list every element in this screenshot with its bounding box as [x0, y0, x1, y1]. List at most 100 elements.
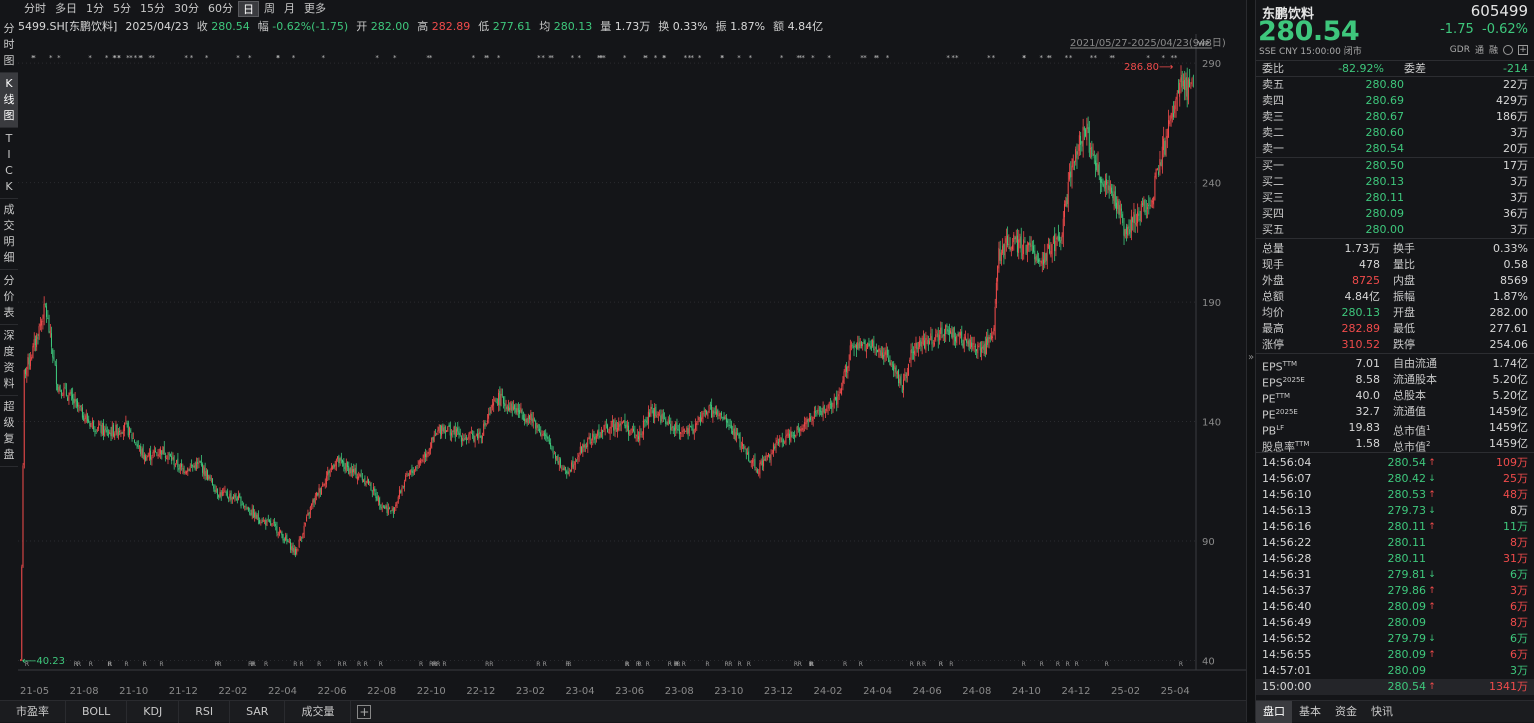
period-tab-0[interactable]: 分时 [24, 2, 46, 15]
view-tab-5[interactable]: 深度资料 [0, 325, 18, 396]
candle [732, 425, 734, 435]
candle-body [1068, 172, 1070, 180]
candle [317, 492, 319, 497]
period-tab-7[interactable]: 日 [238, 1, 259, 17]
collapse-arrow-icon[interactable]: » [1248, 352, 1255, 363]
candle [367, 478, 370, 486]
add-icon[interactable]: + [1518, 44, 1528, 55]
period-tab-3[interactable]: 5分 [113, 2, 131, 15]
add-indicator-button[interactable]: + [357, 704, 372, 719]
candle-body [678, 429, 680, 435]
candle-body [538, 428, 540, 433]
high-info: 高 282.89 [417, 18, 470, 34]
event-star-marker: * [236, 54, 240, 62]
event-r-marker: R [1179, 661, 1183, 668]
stat-label: 均价 [1262, 306, 1284, 319]
panel-tab-2[interactable]: 资金 [1335, 704, 1357, 718]
high-label: 高 [417, 20, 429, 33]
indicator-tab-4[interactable]: SAR [230, 700, 286, 723]
panel-tab-0[interactable]: 盘口 [1256, 700, 1292, 723]
tick-price: 279.86 [1387, 584, 1427, 597]
x-tick-label: 23-12 [764, 686, 793, 697]
candle-body [775, 442, 777, 448]
low-label: 低 [478, 20, 490, 33]
tick-price: 280.54 [1387, 456, 1427, 469]
candle [545, 429, 547, 441]
period-tab-8[interactable]: 周 [264, 2, 275, 15]
candle-body [106, 430, 108, 436]
candle-body [841, 388, 842, 395]
candle-body [727, 420, 728, 423]
period-tab-6[interactable]: 60分 [208, 2, 233, 15]
candle-body [1123, 225, 1125, 236]
candle [60, 389, 62, 399]
exchange-label: SSE [1259, 47, 1277, 57]
candle [628, 421, 630, 441]
panel-divider[interactable]: » [1246, 0, 1256, 722]
candle [101, 422, 103, 436]
indicator-tab-0[interactable]: 市盈率 [0, 700, 66, 723]
period-tab-10[interactable]: 更多 [304, 2, 326, 15]
candle [968, 338, 970, 352]
candle [577, 452, 579, 464]
candle-body [604, 424, 606, 430]
view-tab-4[interactable]: 分价表 [0, 270, 18, 325]
candle [262, 517, 264, 522]
candle [157, 449, 159, 459]
candle [609, 426, 611, 441]
candle-body [564, 467, 566, 471]
period-tab-9[interactable]: 月 [284, 2, 295, 15]
event-r-marker: R [25, 661, 29, 668]
candle-body [226, 491, 228, 497]
period-tab-1[interactable]: 多日 [55, 2, 77, 15]
panel-tab-3[interactable]: 快讯 [1371, 704, 1393, 718]
candle-body [1184, 79, 1185, 90]
candle [821, 407, 823, 417]
view-tab-3[interactable]: 成交明细 [0, 199, 18, 270]
candle-body [291, 546, 293, 551]
view-tab-0[interactable]: 分时图 [0, 18, 18, 73]
candle [505, 399, 507, 412]
candle [412, 467, 414, 476]
candle [725, 413, 727, 429]
candle-body [1014, 237, 1016, 240]
info-circle-icon[interactable] [1503, 44, 1513, 55]
panel-tab-1[interactable]: 基本 [1299, 704, 1321, 718]
candle [860, 341, 862, 349]
event-r-marker: R [747, 661, 751, 668]
candle [682, 425, 684, 437]
candle-body [245, 506, 247, 508]
candle-body [259, 520, 260, 524]
candle-body [457, 427, 459, 432]
candle [1044, 244, 1046, 269]
candle [204, 462, 206, 481]
candle [1005, 228, 1007, 252]
candle-body [384, 506, 385, 509]
candle-body [1122, 214, 1124, 224]
candle [74, 391, 76, 408]
gdr-badge[interactable]: GDR [1449, 44, 1470, 55]
candle [599, 432, 601, 439]
candle [163, 441, 165, 455]
indicator-tab-2[interactable]: KDJ [127, 700, 180, 723]
candle [188, 468, 190, 472]
indicator-tab-1[interactable]: BOLL [66, 700, 128, 723]
candle-body [714, 411, 716, 413]
candle [727, 418, 729, 427]
period-tab-5[interactable]: 30分 [174, 2, 199, 15]
period-tab-4[interactable]: 15分 [140, 2, 165, 15]
candle-body [633, 428, 634, 432]
indicator-tab-3[interactable]: RSI [179, 700, 231, 723]
candle [125, 415, 127, 425]
candle [189, 463, 191, 472]
amount-label: 额 [773, 20, 785, 33]
indicator-tab-5[interactable]: 成交量 [285, 700, 352, 723]
view-tab-6[interactable]: 超级复盘 [0, 396, 18, 467]
candle-body [822, 408, 824, 416]
event-star-marker: * [184, 54, 188, 62]
fund-row-1: EPS2025E 8.58 流通股本 5.20亿 [1256, 372, 1534, 390]
period-tab-2[interactable]: 1分 [86, 2, 104, 15]
